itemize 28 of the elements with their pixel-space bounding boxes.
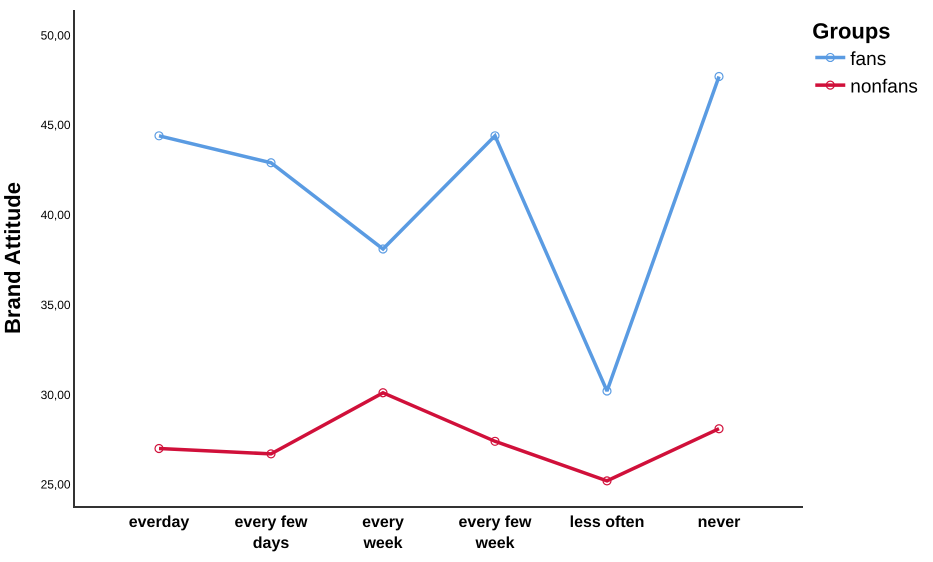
x-tick-label: every few days	[234, 514, 308, 552]
point	[714, 72, 724, 82]
y-tick-label: 50,00	[40, 28, 71, 42]
x-tick-label: never	[698, 514, 740, 532]
legend-title: Groups	[812, 18, 891, 44]
point	[266, 449, 276, 458]
point	[154, 131, 164, 140]
y-tick-label: 40,00	[40, 208, 71, 222]
point	[490, 131, 500, 140]
legend-label: nonfans	[850, 76, 918, 98]
legend-label: fans	[850, 48, 886, 70]
point	[378, 244, 388, 254]
point	[602, 476, 612, 486]
x-tick-label: every few week	[458, 514, 532, 552]
y-tick-label: 45,00	[40, 118, 71, 132]
y-axis-title: Brand Attitude	[0, 182, 25, 334]
y-tick-label: 30,00	[40, 388, 71, 402]
x-tick-label: less often	[570, 514, 644, 532]
point	[266, 158, 276, 168]
y-tick-label: 25,00	[40, 478, 71, 492]
x-tick-label: every week	[362, 514, 404, 552]
point	[714, 424, 724, 434]
point	[154, 444, 164, 454]
x-tick-label: everday	[128, 514, 190, 532]
point	[602, 386, 612, 396]
point	[490, 436, 500, 446]
y-tick-label: 35,00	[40, 298, 71, 312]
point	[378, 388, 388, 398]
